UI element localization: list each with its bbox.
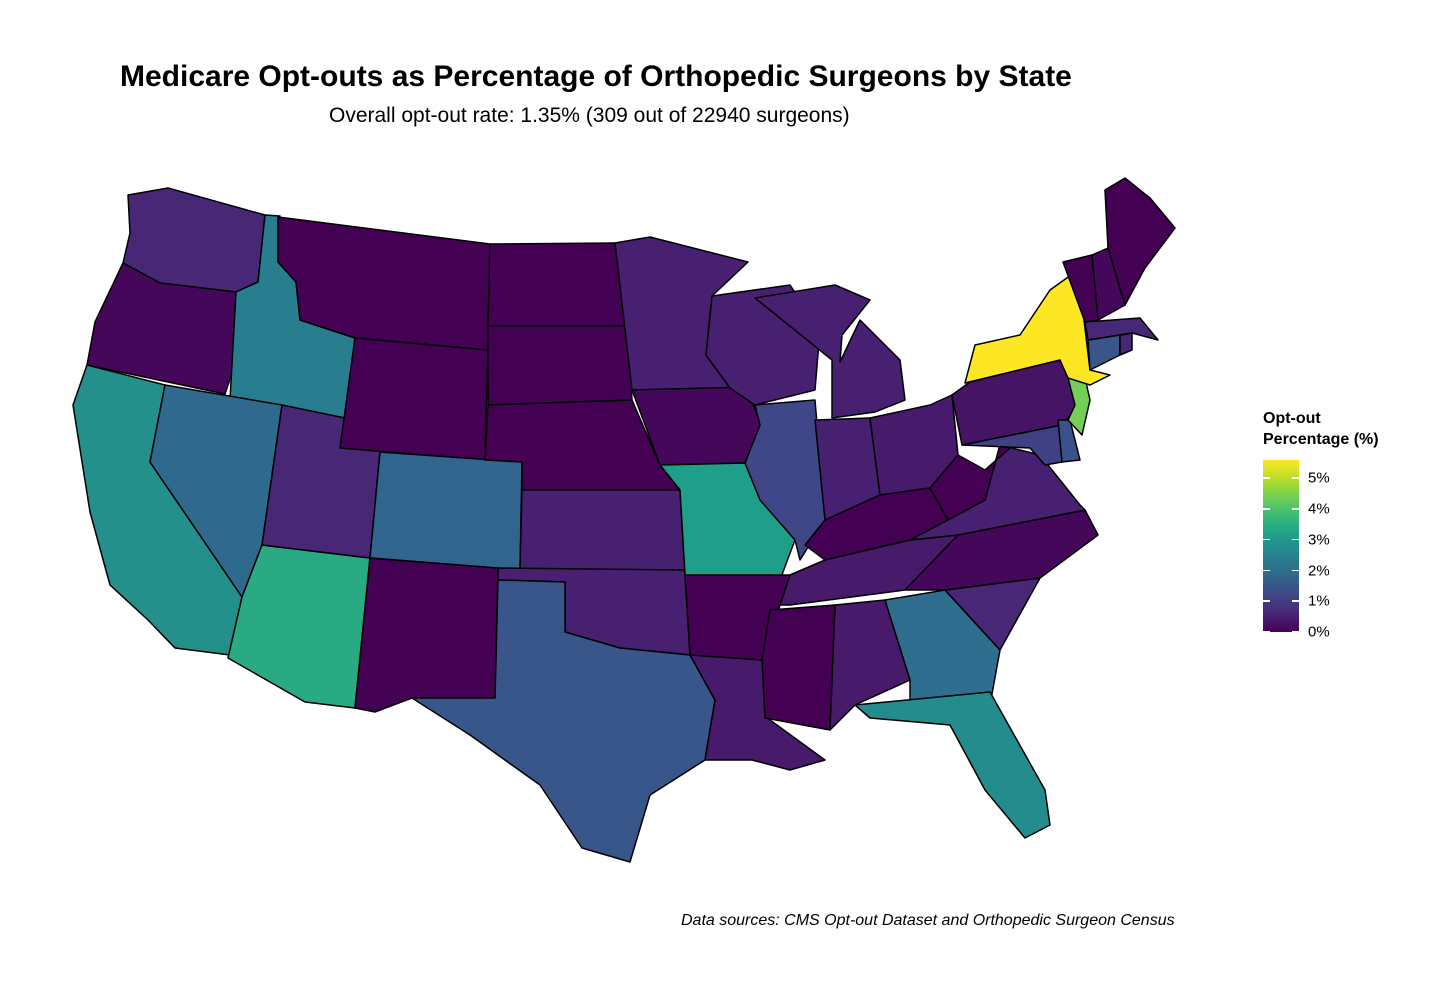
map-title: Medicare Opt-outs as Percentage of Ortho… — [120, 60, 1072, 93]
state-MI — [754, 284, 906, 419]
legend: Opt-out Percentage (%) 5% 4% 3% 2% 1% 0% — [1263, 408, 1379, 641]
state-ND — [487, 242, 629, 327]
state-MS — [761, 604, 836, 731]
state-NM — [354, 557, 499, 713]
state-CO — [369, 451, 523, 571]
legend-tick-label: 0% — [1308, 623, 1330, 641]
state-KS — [519, 489, 686, 571]
state-CT — [1087, 334, 1121, 371]
state-MD — [961, 424, 1063, 466]
state-SD — [487, 325, 633, 406]
legend-title-line2: Percentage (%) — [1263, 431, 1379, 448]
state-MA — [1084, 317, 1159, 341]
legend-tick-label: 4% — [1308, 500, 1330, 518]
state-WY — [339, 337, 489, 461]
state-TX — [411, 579, 716, 863]
state-DE — [1057, 419, 1081, 463]
data-source-caption: Data sources: CMS Opt-out Dataset and Or… — [681, 912, 1175, 929]
legend-colorbar — [1263, 460, 1299, 632]
legend-tick-label: 2% — [1308, 562, 1330, 580]
map-subtitle: Overall opt-out rate: 1.35% (309 out of … — [329, 104, 850, 127]
legend-tick-label: 1% — [1308, 592, 1330, 610]
legend-tick-label: 3% — [1308, 531, 1330, 549]
state-RI — [1119, 332, 1133, 356]
state-ME — [1104, 177, 1176, 306]
legend-title-line1: Opt-out — [1263, 410, 1321, 427]
legend-tick-label: 5% — [1308, 469, 1330, 487]
state-FL — [854, 691, 1051, 839]
